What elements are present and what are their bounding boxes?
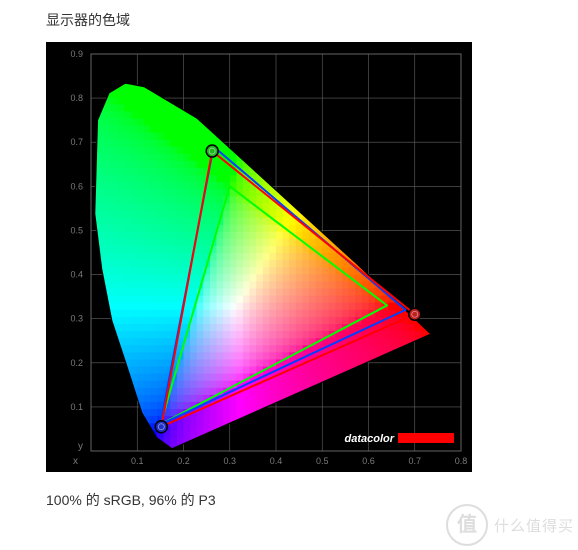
svg-text:0.5: 0.5 [70, 225, 83, 235]
svg-text:x: x [73, 456, 78, 467]
svg-text:0.1: 0.1 [70, 402, 83, 412]
site-watermark: 值 什么值得买 [446, 504, 574, 546]
svg-text:0.8: 0.8 [70, 93, 83, 103]
chart-caption: 100% 的 sRGB, 96% 的 P3 [46, 490, 216, 510]
svg-text:0.6: 0.6 [70, 181, 83, 191]
svg-text:0.6: 0.6 [362, 456, 375, 466]
svg-text:0.1: 0.1 [131, 456, 144, 466]
svg-text:0.2: 0.2 [70, 358, 83, 368]
watermark-text: 什么值得买 [494, 515, 574, 536]
svg-text:0.3: 0.3 [70, 314, 83, 324]
svg-text:0.5: 0.5 [316, 456, 329, 466]
svg-text:0.3: 0.3 [223, 456, 236, 466]
svg-text:0.2: 0.2 [177, 456, 190, 466]
svg-text:0.9: 0.9 [70, 49, 83, 59]
svg-text:datacolor: datacolor [344, 433, 394, 445]
svg-text:0.7: 0.7 [408, 456, 421, 466]
watermark-icon: 值 [446, 504, 488, 546]
svg-text:0.8: 0.8 [455, 456, 468, 466]
svg-text:0.4: 0.4 [270, 456, 283, 466]
svg-text:y: y [78, 441, 83, 452]
gamut-chart: 0.1 0.2 0.3 0.4 0.5 0.6 0.7 0.8 0.1 0.2 0.3 0.4 0.5 0… [46, 42, 472, 472]
svg-text:0.7: 0.7 [70, 137, 83, 147]
svg-text:0.4: 0.4 [70, 270, 83, 280]
page-title: 显示器的色域 [46, 10, 130, 30]
